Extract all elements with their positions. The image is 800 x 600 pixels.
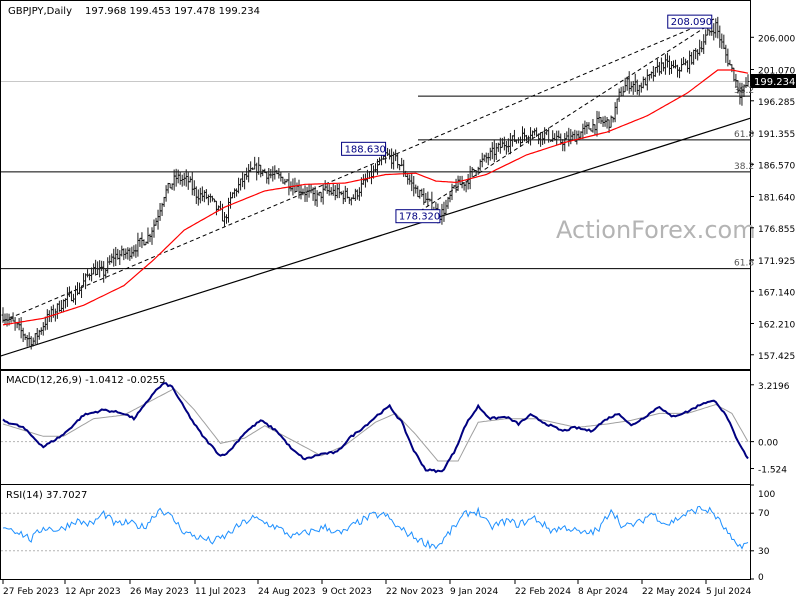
y-tick-label: 201.070 xyxy=(758,67,795,77)
x-tick-label: 8 Apr 2024 xyxy=(578,587,628,597)
x-tick-label: 22 Nov 2023 xyxy=(386,587,444,597)
trend-line xyxy=(0,117,751,357)
moving-average-line xyxy=(2,69,749,326)
x-tick-label: 22 May 2024 xyxy=(642,587,701,597)
price-annotation-label: 178.320 xyxy=(399,212,440,223)
fibonacci-label: 38.2 xyxy=(734,162,754,172)
y-tick-label: 167.140 xyxy=(758,288,795,298)
rsi-label: RSI(14) 37.7027 xyxy=(6,490,87,501)
y-tick-label: 176.855 xyxy=(758,225,795,235)
y-tick-label: 171.925 xyxy=(758,257,795,267)
x-tick-label: 22 Feb 2024 xyxy=(515,587,571,597)
rsi-line xyxy=(2,505,749,550)
macd-main-line xyxy=(2,382,749,474)
last-price-label: 199.234 xyxy=(754,77,795,88)
macd-tick-label: 3.2196 xyxy=(758,382,790,392)
macd-tick-label: -1.524 xyxy=(758,466,787,476)
y-tick-label: 206.000 xyxy=(758,34,795,44)
channel-line xyxy=(2,18,715,322)
price-annotation-box xyxy=(395,209,441,224)
macd-label: MACD(12,26,9) -1.0412 -0.0255 xyxy=(6,375,166,386)
price-annotation-box xyxy=(341,141,387,156)
macd-signal-line xyxy=(2,388,749,462)
x-tick-label: 5 Jul 2024 xyxy=(706,587,751,597)
rsi-tick-label: 30 xyxy=(758,547,770,557)
price-annotation-label: 188.630 xyxy=(345,144,386,155)
rsi-tick-label: 70 xyxy=(758,509,770,519)
x-tick-label: 26 May 2023 xyxy=(130,587,189,597)
rsi-tick-label: 0 xyxy=(758,573,764,583)
x-tick-label: 11 Jul 2023 xyxy=(195,587,246,597)
rsi-panel xyxy=(0,484,751,580)
watermark: ActionForex.com xyxy=(556,216,756,244)
price-annotation-label: 208.090 xyxy=(671,17,712,28)
fibonacci-label: 61.8 xyxy=(734,130,754,140)
fibonacci-label: 61.8 xyxy=(734,259,754,269)
ohlc-values: 197.968 199.453 197.478 199.234 xyxy=(85,6,260,17)
macd-tick-label: 0.00 xyxy=(758,439,778,449)
y-tick-label: 181.640 xyxy=(758,194,795,204)
y-tick-label: 162.210 xyxy=(758,320,795,330)
y-tick-label: 186.570 xyxy=(758,161,795,171)
x-tick-label: 24 Aug 2023 xyxy=(258,587,316,597)
last-price-box xyxy=(751,74,796,88)
x-tick-label: 9 Jan 2024 xyxy=(450,587,498,597)
y-tick-label: 191.355 xyxy=(758,130,795,140)
rsi-tick-label: 100 xyxy=(758,490,775,500)
x-tick-label: 27 Feb 2023 xyxy=(3,587,59,597)
x-tick-label: 9 Oct 2023 xyxy=(322,587,372,597)
price-panel xyxy=(0,0,751,370)
price-annotation-box xyxy=(667,14,713,29)
channel-line xyxy=(419,22,713,212)
y-tick-label: 157.425 xyxy=(758,352,795,362)
macd-panel xyxy=(0,370,751,485)
x-tick-label: 12 Apr 2023 xyxy=(65,587,121,597)
y-tick-label: 196.285 xyxy=(758,98,795,108)
symbol-name: GBPJPY,Daily xyxy=(8,6,72,17)
